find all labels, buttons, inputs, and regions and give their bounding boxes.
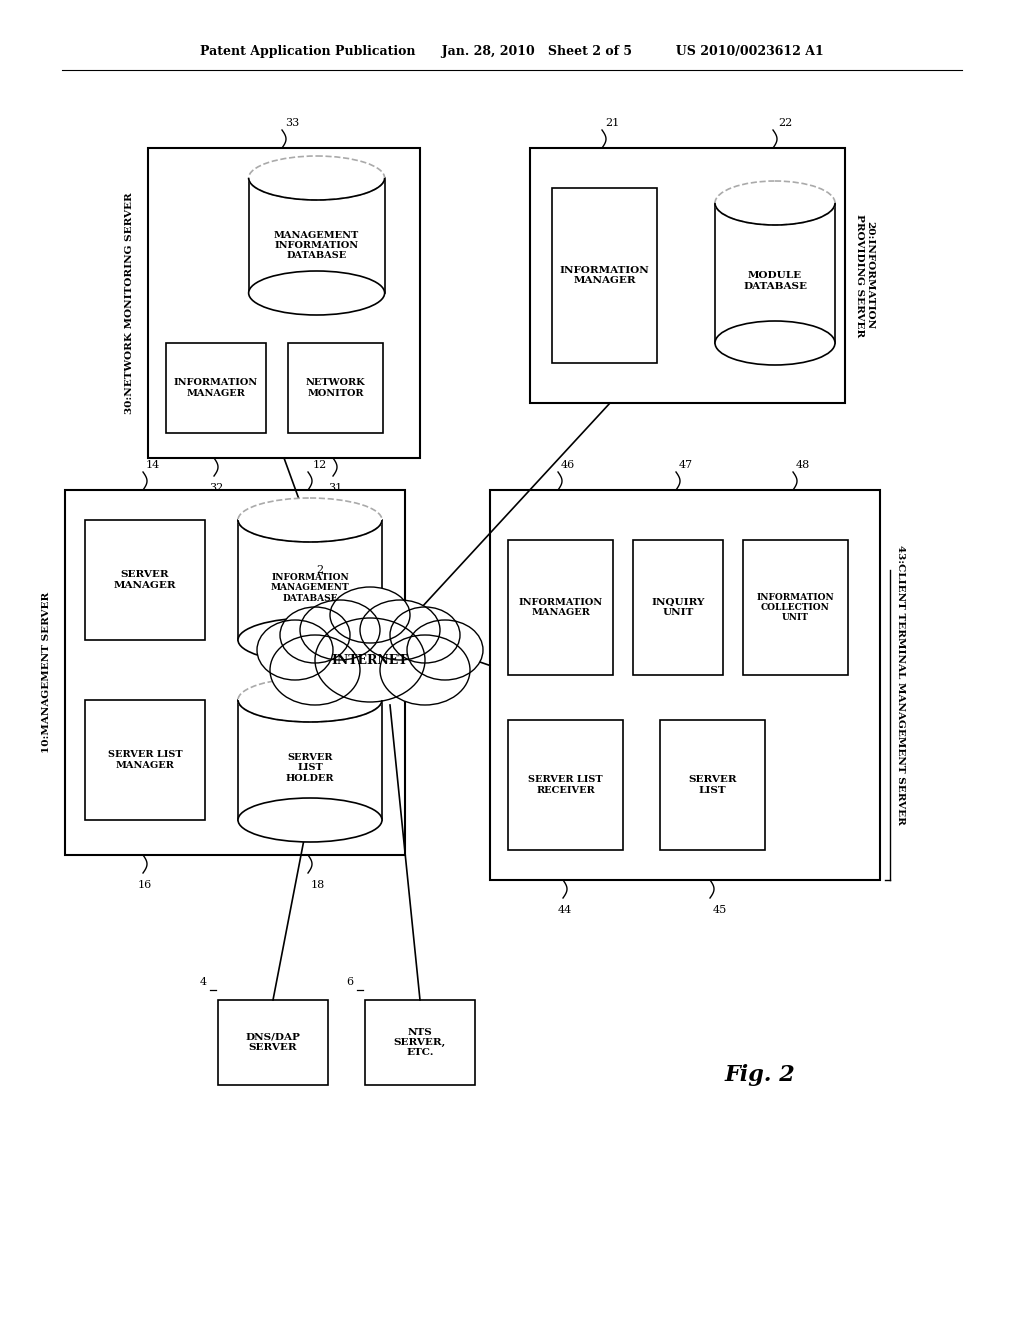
Text: INFORMATION
MANAGER: INFORMATION MANAGER — [560, 265, 649, 285]
Bar — [490, 490, 880, 880]
Text: 14: 14 — [145, 459, 160, 470]
Ellipse shape — [280, 607, 350, 663]
Text: SERVER LIST
RECEIVER: SERVER LIST RECEIVER — [528, 775, 603, 795]
Ellipse shape — [715, 181, 835, 224]
Text: 16: 16 — [138, 880, 153, 890]
Text: Patent Application Publication      Jan. 28, 2010   Sheet 2 of 5          US 201: Patent Application Publication Jan. 28, … — [200, 45, 824, 58]
Text: 20:INFORMATION
PROVIDING SERVER: 20:INFORMATION PROVIDING SERVER — [855, 214, 874, 337]
Ellipse shape — [315, 618, 425, 702]
Ellipse shape — [238, 799, 382, 842]
Bar — [85, 700, 205, 820]
Bar — [238, 700, 382, 820]
Text: 6: 6 — [346, 977, 353, 987]
Ellipse shape — [330, 587, 410, 643]
Text: 46: 46 — [561, 459, 575, 470]
Text: 30:NETWORK MONITORING SERVER: 30:NETWORK MONITORING SERVER — [126, 193, 134, 414]
Text: SERVER
MANAGER: SERVER MANAGER — [114, 570, 176, 590]
Ellipse shape — [238, 618, 382, 663]
Bar — [288, 343, 383, 433]
Text: DNS/DAP
SERVER: DNS/DAP SERVER — [246, 1032, 300, 1052]
Text: INTERNET: INTERNET — [332, 653, 409, 667]
Text: MODULE
DATABASE: MODULE DATABASE — [743, 272, 807, 290]
Bar — [238, 520, 382, 640]
Ellipse shape — [238, 498, 382, 543]
Ellipse shape — [270, 635, 360, 705]
Ellipse shape — [407, 620, 483, 680]
Ellipse shape — [257, 620, 333, 680]
Bar — [166, 343, 266, 433]
Bar — [508, 540, 613, 675]
Bar — [65, 490, 406, 855]
Text: 18: 18 — [311, 880, 326, 890]
Text: 48: 48 — [796, 459, 810, 470]
Text: 12: 12 — [313, 459, 327, 470]
Text: 32: 32 — [209, 483, 223, 492]
Text: MANAGEMENT
INFORMATION
DATABASE: MANAGEMENT INFORMATION DATABASE — [274, 231, 359, 260]
Text: 4: 4 — [200, 977, 207, 987]
Text: 22: 22 — [778, 117, 793, 128]
Text: INFORMATION
MANAGEMENT
DATABASE: INFORMATION MANAGEMENT DATABASE — [270, 573, 349, 603]
Ellipse shape — [380, 635, 470, 705]
Text: 45: 45 — [713, 906, 727, 915]
Text: Fig. 2: Fig. 2 — [725, 1064, 796, 1086]
Text: INQUIRY
UNIT: INQUIRY UNIT — [651, 598, 705, 618]
Bar — [249, 178, 385, 293]
Text: SERVER
LIST
HOLDER: SERVER LIST HOLDER — [286, 754, 334, 783]
Bar — [218, 1001, 328, 1085]
Text: 47: 47 — [679, 459, 693, 470]
Text: 43:CLIENT TERMINAL MANAGEMENT SERVER: 43:CLIENT TERMINAL MANAGEMENT SERVER — [896, 545, 904, 825]
Text: SERVER
LIST: SERVER LIST — [688, 775, 737, 795]
Text: 2: 2 — [316, 565, 324, 576]
Ellipse shape — [390, 607, 460, 663]
Text: SERVER LIST
MANAGER: SERVER LIST MANAGER — [108, 750, 182, 770]
Text: 21: 21 — [605, 117, 620, 128]
Text: NTS
SERVER,
ETC.: NTS SERVER, ETC. — [394, 1027, 446, 1057]
Bar — [508, 719, 623, 850]
Bar — [660, 719, 765, 850]
Bar — [148, 148, 420, 458]
Bar — [715, 203, 835, 343]
Bar — [743, 540, 848, 675]
Text: INFORMATION
MANAGER: INFORMATION MANAGER — [174, 379, 258, 397]
Bar — [365, 1001, 475, 1085]
Text: 10:MANAGEMENT SERVER: 10:MANAGEMENT SERVER — [43, 591, 51, 754]
Bar — [552, 187, 657, 363]
Ellipse shape — [249, 156, 385, 201]
Text: NETWORK
MONITOR: NETWORK MONITOR — [306, 379, 366, 397]
Ellipse shape — [360, 601, 440, 660]
Bar — [633, 540, 723, 675]
Text: INFORMATION
MANAGER: INFORMATION MANAGER — [518, 598, 602, 618]
Ellipse shape — [249, 271, 385, 315]
Text: 31: 31 — [328, 483, 342, 492]
Ellipse shape — [300, 601, 380, 660]
Text: 44: 44 — [558, 906, 572, 915]
Text: INFORMATION
COLLECTION
UNIT: INFORMATION COLLECTION UNIT — [757, 593, 835, 623]
Ellipse shape — [715, 321, 835, 366]
Text: 33: 33 — [285, 117, 299, 128]
Bar — [85, 520, 205, 640]
Ellipse shape — [238, 678, 382, 722]
Bar — [530, 148, 845, 403]
